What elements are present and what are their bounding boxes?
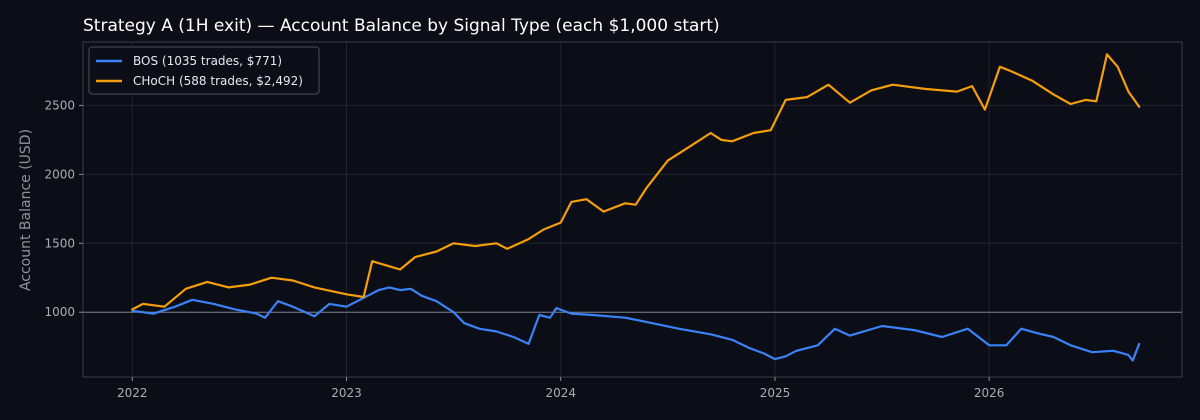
x-tick-label-2025: 2025 <box>760 386 791 400</box>
y-tick-label-2500: 2500 <box>44 98 75 112</box>
x-tick-label-2022: 2022 <box>117 386 148 400</box>
x-tick-label-2026: 2026 <box>974 386 1005 400</box>
y-axis-label: Account Balance (USD) <box>18 129 34 291</box>
legend: BOS (1035 trades, $771) CHoCH (588 trade… <box>88 46 320 95</box>
plot-frame <box>82 41 1183 378</box>
y-tick-label-2000: 2000 <box>44 167 75 181</box>
x-axis: 2022 2023 2024 2025 2026 <box>117 377 1004 400</box>
series-layer <box>131 53 1141 362</box>
y-tick-label-1500: 1500 <box>44 236 75 250</box>
y-axis: 1000 1500 2000 2500 <box>44 98 83 319</box>
series-line-bos <box>131 286 1141 362</box>
series-line-choch <box>131 53 1141 311</box>
chart-title: Strategy A (1H exit) — Account Balance b… <box>83 16 720 36</box>
y-tick-label-1000: 1000 <box>44 305 75 319</box>
x-tick-label-2023: 2023 <box>331 386 362 400</box>
x-tick-label-2024: 2024 <box>545 386 576 400</box>
legend-label-bos: BOS (1035 trades, $771) <box>133 54 282 68</box>
legend-label-choch: CHoCH (588 trades, $2,492) <box>133 74 303 88</box>
legend-box <box>88 46 320 95</box>
